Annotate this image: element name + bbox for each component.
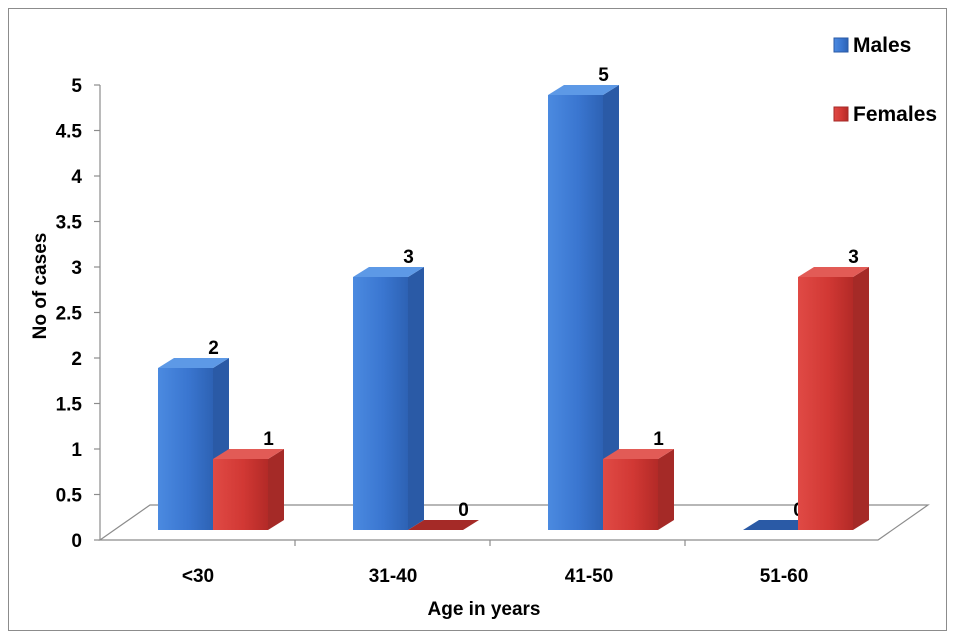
bar-females-2: [603, 449, 674, 530]
y-tick-label: 3: [71, 258, 82, 279]
data-label: 0: [458, 500, 469, 521]
bar-females-3: [798, 267, 869, 530]
y-tick-label: 1.5: [56, 395, 83, 416]
data-label: 1: [263, 429, 274, 450]
legend-label-females: Females: [853, 103, 937, 126]
bar-front: [158, 368, 213, 530]
bar-front: [213, 459, 268, 530]
y-axis: 0 0.5 1 1.5 2 2.5 3 3.5 4 4.5 5: [56, 76, 100, 552]
legend-swatch-females: [833, 106, 849, 122]
bar-males-1: [353, 267, 424, 530]
x-axis-title: Age in years: [428, 599, 541, 620]
y-tick-label: 0: [71, 531, 82, 552]
bar-top: [213, 449, 284, 459]
data-label: 3: [403, 247, 414, 268]
y-tick-label: 4: [71, 167, 82, 188]
bar-side: [853, 267, 869, 530]
bar-top: [603, 449, 674, 459]
bar-males-3: [743, 520, 814, 530]
bar-flat: [408, 520, 479, 530]
data-label: 2: [208, 338, 219, 359]
bar-males-2: [548, 85, 619, 530]
x-tick-label: 41-50: [565, 566, 614, 587]
data-label: 5: [598, 65, 609, 86]
bar-front: [353, 277, 408, 530]
bar-flat: [743, 520, 814, 530]
bar-top: [158, 358, 229, 368]
y-tick-label: 0.5: [56, 486, 83, 507]
legend: Males Females: [833, 34, 937, 126]
bar-side: [408, 267, 424, 530]
bar-top: [353, 267, 424, 277]
x-tick-label: 31-40: [369, 566, 418, 587]
y-tick-label: 1: [71, 440, 82, 461]
y-axis-title: No of cases: [30, 233, 51, 340]
x-tick-label: <30: [182, 566, 214, 587]
x-tick-label: 51-60: [760, 566, 809, 587]
y-tick-label: 2: [71, 349, 82, 370]
legend-swatch-males: [833, 37, 849, 53]
y-tick-label: 5: [71, 76, 82, 97]
data-label: 1: [653, 429, 664, 450]
bar-side: [603, 85, 619, 530]
bar-females-0: [213, 449, 284, 530]
bar-side: [268, 449, 284, 530]
bar-side: [658, 449, 674, 530]
y-tick-label: 2.5: [56, 304, 83, 325]
data-label: 3: [848, 247, 859, 268]
y-tick-label: 4.5: [56, 122, 83, 143]
bar-top: [798, 267, 869, 277]
bar-top: [548, 85, 619, 95]
bar-front: [603, 459, 658, 530]
y-tick-label: 3.5: [56, 213, 83, 234]
bar-front: [798, 277, 853, 530]
x-axis: <30 31-40 41-50 51-60: [182, 540, 808, 587]
bars: 21305103: [158, 65, 869, 530]
legend-label-males: Males: [853, 34, 911, 57]
chart-floor: [98, 504, 930, 541]
bar-females-1: [408, 520, 479, 530]
bar-front: [548, 95, 603, 530]
